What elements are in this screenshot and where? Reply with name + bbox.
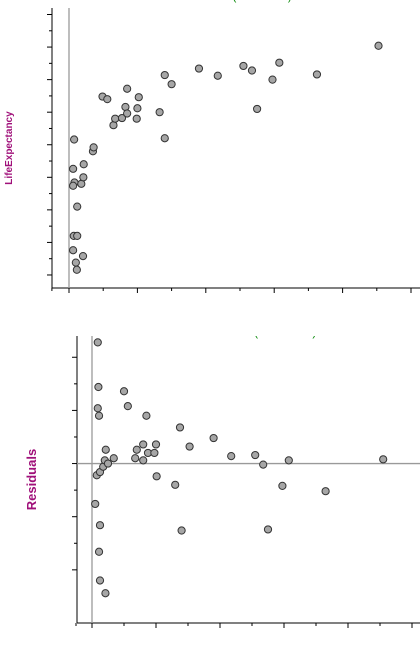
data-point <box>103 95 112 104</box>
data-point <box>101 445 110 454</box>
data-point <box>177 526 186 535</box>
data-point <box>111 114 120 123</box>
data-point <box>321 487 330 496</box>
data-point <box>151 440 161 449</box>
data-point <box>93 404 102 413</box>
data-point <box>79 160 88 169</box>
data-point <box>175 423 185 432</box>
data-point <box>134 93 143 102</box>
data-point <box>227 452 236 461</box>
data-point <box>69 164 78 173</box>
data-point <box>312 70 322 79</box>
y-axis-label: LifeExpectancy <box>4 111 15 185</box>
life-expectancy-scatter-plot: 020406080100505560657075808590GDP(thousa… <box>0 0 420 293</box>
data-point <box>259 460 268 469</box>
x-tick-label: 100 <box>399 336 420 340</box>
data-point <box>374 41 383 50</box>
data-point <box>139 456 148 465</box>
x-tick-label: 0 <box>88 336 97 340</box>
data-point <box>142 411 151 420</box>
data-point <box>109 454 118 463</box>
data-point <box>160 70 169 80</box>
data-point <box>119 387 129 396</box>
x-axis-label: GDP(thousands) <box>204 0 291 3</box>
data-point <box>94 382 103 392</box>
data-point <box>69 181 78 190</box>
data-point <box>71 258 80 267</box>
data-point <box>73 202 82 211</box>
data-point <box>73 231 82 241</box>
data-point <box>89 143 98 152</box>
data-point <box>160 134 169 143</box>
data-point <box>70 135 79 144</box>
data-point <box>95 521 105 530</box>
x-tick-label: 0 <box>65 0 74 4</box>
data-point <box>247 66 257 75</box>
data-point <box>103 459 113 468</box>
data-point <box>268 75 277 84</box>
data-point <box>253 104 262 114</box>
data-point <box>133 104 142 113</box>
data-point <box>239 61 248 71</box>
data-point <box>213 71 222 80</box>
data-point <box>95 576 105 585</box>
x-tick-label: 20 <box>129 0 147 4</box>
x-tick-label: 40 <box>197 0 215 4</box>
x-tick-label: 40 <box>211 336 229 340</box>
data-point <box>101 589 110 598</box>
data-point <box>123 402 132 411</box>
data-point <box>150 448 159 458</box>
data-point <box>94 547 104 556</box>
data-point <box>185 442 194 451</box>
data-point <box>132 445 141 454</box>
data-point <box>167 80 176 89</box>
data-point <box>171 480 180 489</box>
data-point <box>79 173 88 182</box>
data-point <box>139 440 148 449</box>
data-point <box>94 411 104 420</box>
x-tick-label: 100 <box>398 0 420 4</box>
x-tick-label: 20 <box>147 336 165 340</box>
data-point <box>117 113 127 123</box>
x-tick-label: 60 <box>265 0 283 4</box>
data-point <box>275 58 284 67</box>
data-point <box>155 108 164 117</box>
data-point <box>284 456 293 465</box>
data-point <box>93 338 102 347</box>
data-point <box>251 450 260 460</box>
data-point <box>131 454 140 463</box>
x-tick-label: 80 <box>339 336 357 340</box>
data-point <box>78 251 88 261</box>
x-tick-label: 80 <box>334 0 352 4</box>
data-point <box>263 525 273 534</box>
data-point <box>278 481 287 490</box>
y-axis-label: Residuals <box>24 449 39 510</box>
x-axis-label: GDP(thousands) <box>225 336 317 339</box>
data-point <box>69 246 78 255</box>
data-point <box>379 455 388 464</box>
x-tick-label: 60 <box>275 336 293 340</box>
data-point <box>152 472 161 481</box>
data-point <box>132 114 141 123</box>
residuals-scatter-plot: 020406080100-10-50510GDP(thousands)Resid… <box>0 336 420 628</box>
data-point <box>91 499 100 509</box>
data-point <box>194 64 204 73</box>
data-point <box>72 265 81 274</box>
data-point <box>209 433 218 443</box>
data-point <box>123 109 132 118</box>
data-point <box>123 84 132 93</box>
